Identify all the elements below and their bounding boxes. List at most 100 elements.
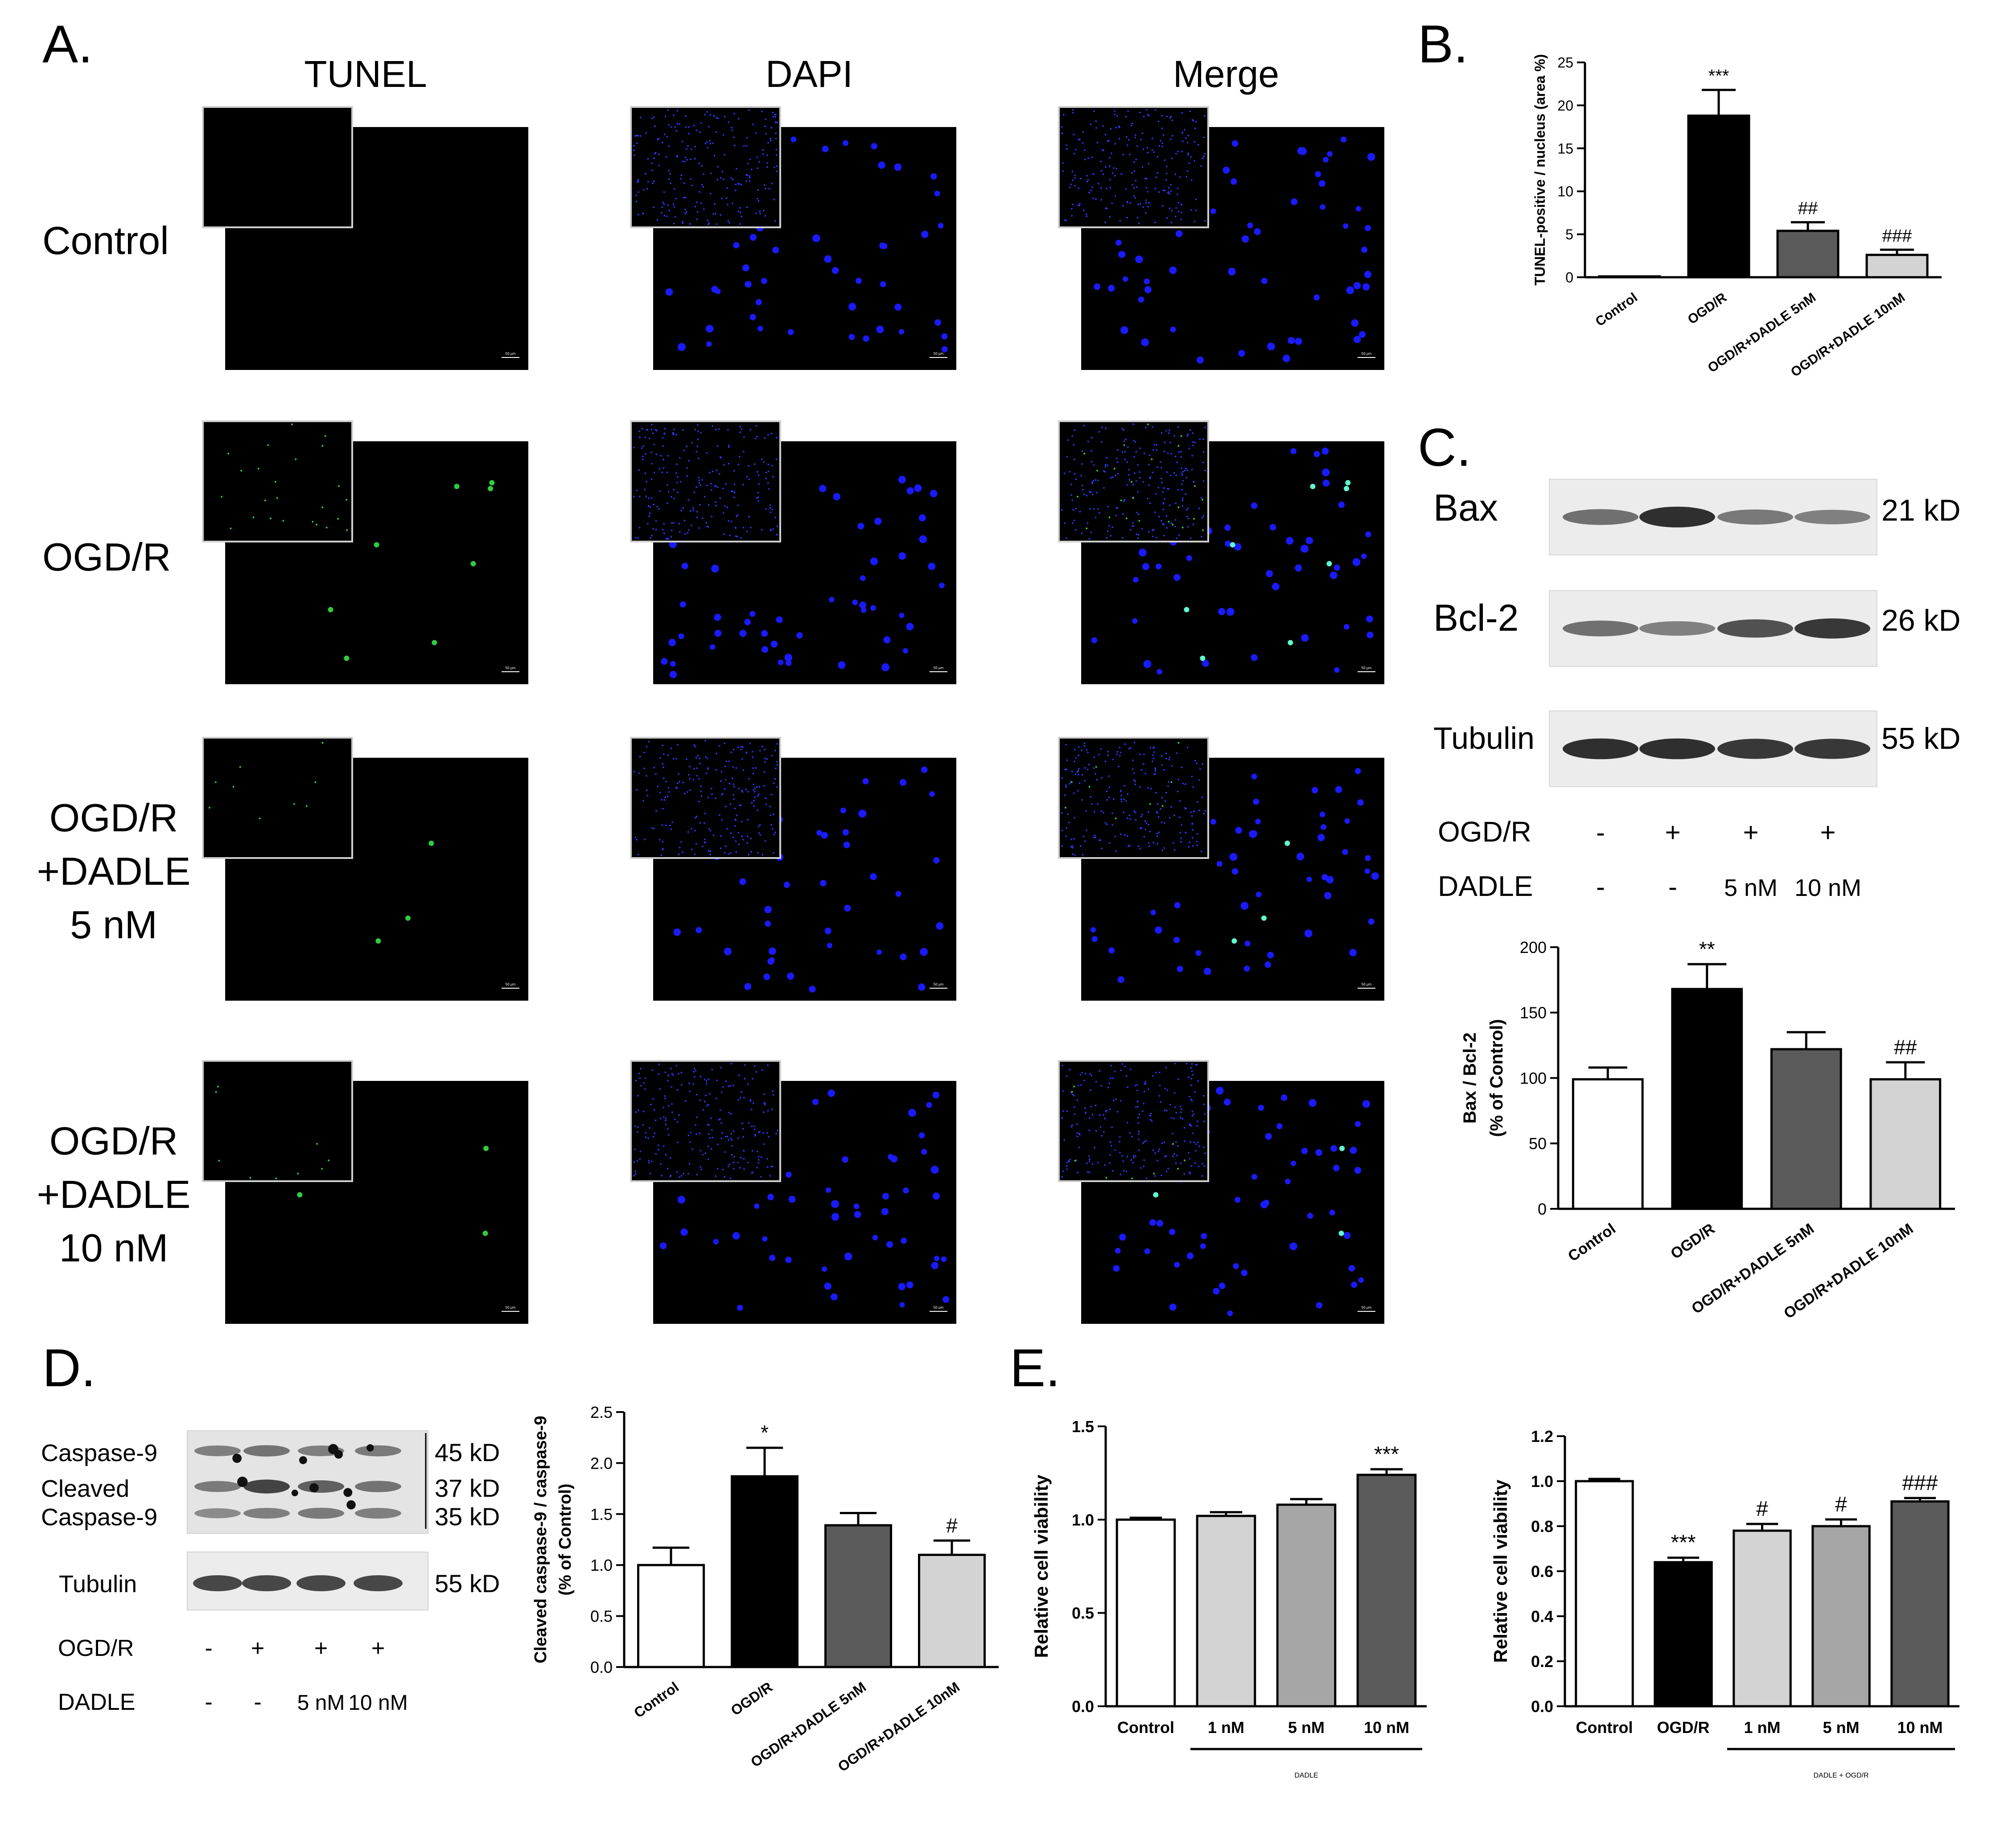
inset-nucleus-dot (1099, 1070, 1101, 1072)
nucleus-dot (715, 288, 721, 294)
inset-nucleus-dot (710, 172, 712, 174)
inset-nucleus-dot (707, 219, 709, 222)
nucleus-dot (870, 605, 877, 611)
inset-nucleus-dot (1199, 768, 1201, 770)
inset-nucleus-dot (758, 786, 761, 788)
inset-nucleus-dot (1196, 844, 1198, 846)
inset-nucleus-dot (1108, 786, 1111, 788)
micrograph-inset (630, 420, 781, 542)
condition-value: 5 nM (1724, 875, 1778, 901)
inset-nucleus-dot (756, 786, 758, 788)
inset-nucleus-dot (1114, 1071, 1116, 1072)
inset-nucleus-dot (1102, 125, 1104, 127)
inset-nucleus-dot (1080, 475, 1082, 476)
inset-nucleus-dot (1166, 515, 1168, 517)
nucleus-dot (1344, 818, 1350, 824)
inset-nucleus-dot (1107, 530, 1109, 532)
inset-nucleus-dot (1171, 119, 1173, 121)
inset-nucleus-dot (1205, 810, 1206, 812)
inset-nucleus-dot (758, 832, 760, 834)
inset-nucleus-dot (1115, 195, 1116, 197)
nucleus-dot (895, 891, 901, 897)
inset-nucleus-dot (747, 819, 749, 821)
inset-nucleus-dot (1140, 769, 1143, 771)
nucleus-dot (1254, 228, 1261, 235)
nucleus-dot (1225, 540, 1231, 547)
nucleus-dot (941, 346, 948, 353)
inset-nucleus-dot (679, 457, 681, 459)
inset-nucleus-dot (709, 830, 712, 832)
inset-nucleus-dot (1202, 1146, 1205, 1148)
inset-nucleus-dot (730, 521, 733, 522)
nucleus-dot (776, 616, 783, 623)
inset-nucleus-dot (1180, 1111, 1182, 1113)
significance-label: ## (1798, 199, 1818, 218)
inset-nucleus-dot (1165, 165, 1168, 168)
nucleus-dot (745, 281, 752, 288)
inset-nucleus-dot (668, 1134, 670, 1136)
nucleus-dot (713, 1239, 719, 1244)
inset-nucleus-dot (1075, 478, 1077, 480)
inset-nucleus-dot (659, 757, 661, 759)
inset-nucleus-dot (1106, 823, 1108, 825)
inset-tunel-dot (1096, 469, 1099, 472)
nucleus-dot (1241, 1269, 1248, 1277)
inset-nucleus-dot (1203, 813, 1205, 815)
blot-band (1717, 619, 1793, 638)
inset-nucleus-dot (735, 183, 737, 185)
inset-nucleus-dot (1126, 484, 1128, 486)
nucleus-dot (874, 517, 882, 525)
inset-nucleus-dot (702, 1154, 704, 1156)
nucleus-dot (854, 1211, 861, 1218)
inset-nucleus-dot (1106, 537, 1108, 539)
inset-nucleus-dot (1166, 1089, 1169, 1091)
inset-nucleus-dot (708, 828, 710, 830)
nucleus-dot (1091, 936, 1098, 942)
nucleus-dot (1251, 654, 1258, 661)
inset-nucleus-dot (1138, 1138, 1140, 1141)
inset-nucleus-dot (775, 138, 777, 140)
nucleus-dot (783, 881, 790, 888)
inset-nucleus-dot (668, 124, 670, 126)
nucleus-dot (1155, 926, 1162, 934)
inset-nucleus-dot (1108, 140, 1110, 142)
inset-nucleus-dot (762, 1132, 764, 1134)
inset-nucleus-dot (1080, 1084, 1082, 1086)
inset-nucleus-dot (1107, 1087, 1109, 1088)
inset-nucleus-dot (677, 782, 679, 784)
nucleus-dot (761, 630, 768, 637)
nucleus-dot (1197, 356, 1204, 364)
molecular-weight-label: 21 kD (1881, 493, 1961, 527)
inset-nucleus-dot (1066, 148, 1068, 150)
inset-nucleus-dot (676, 476, 679, 478)
inset-nucleus-dot (661, 206, 663, 208)
nucleus-dot (1210, 208, 1216, 214)
nucleus-dot (767, 1194, 774, 1200)
inset-nucleus-dot (1198, 1145, 1201, 1147)
inset-nucleus-dot (1104, 822, 1106, 824)
inset-nucleus-dot (746, 206, 748, 208)
nucleus-dot (1218, 1282, 1226, 1289)
inset-nucleus-dot (648, 1160, 650, 1162)
inset-nucleus-dot (1112, 758, 1114, 760)
inset-nucleus-dot (763, 785, 765, 787)
nucleus-dot (822, 145, 829, 152)
inset-nucleus-dot (1148, 454, 1151, 456)
inset-nucleus-dot (1186, 469, 1189, 471)
nucleus-dot (898, 476, 906, 484)
inset-nucleus-dot (638, 854, 639, 855)
nucleus-dot (665, 288, 673, 296)
inset-nucleus-dot (1132, 525, 1133, 527)
micrograph-inset (202, 106, 353, 228)
inset-nucleus-dot (767, 1064, 769, 1066)
blot-artifact (309, 1483, 319, 1493)
inset-nucleus-dot (1091, 803, 1093, 805)
inset-nucleus-dot (1153, 751, 1155, 753)
inset-nucleus-dot (710, 483, 712, 485)
inset-nucleus-dot (1104, 134, 1107, 136)
inset-nucleus-dot (1204, 153, 1206, 155)
nucleus-dot (1218, 608, 1226, 616)
inset-nucleus-dot (1134, 136, 1136, 139)
inset-nucleus-dot (1185, 493, 1186, 495)
nucleus-dot (898, 1283, 905, 1290)
